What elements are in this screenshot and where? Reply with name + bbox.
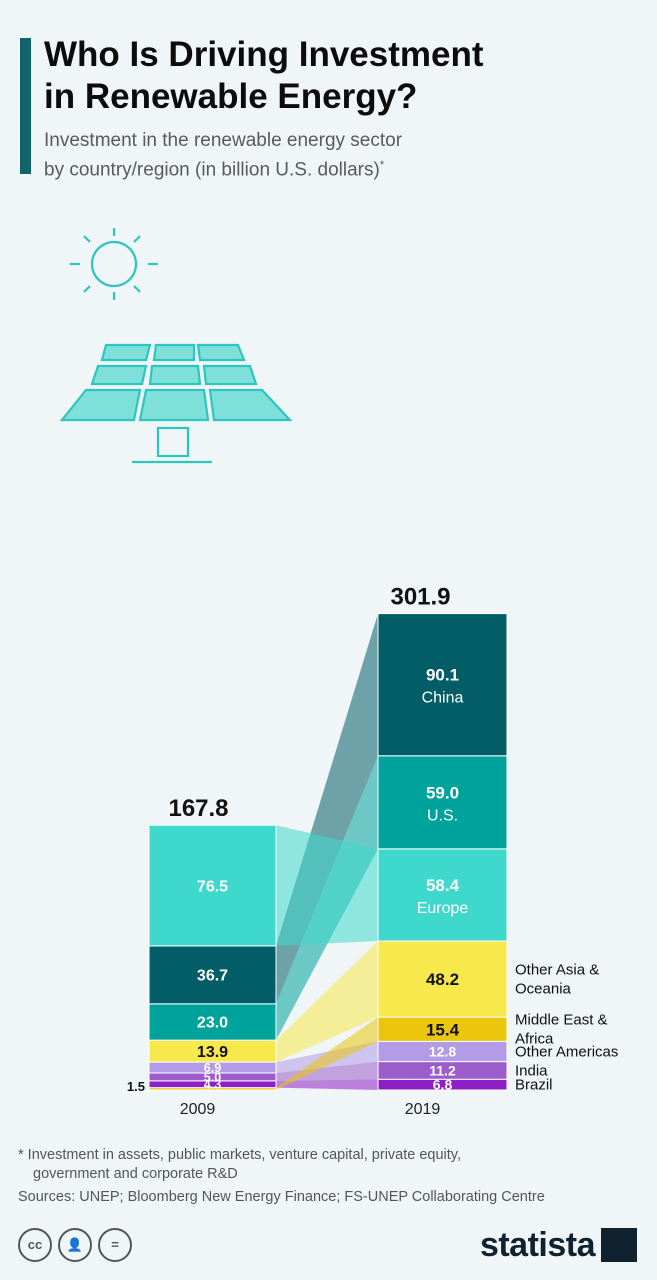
- side-label-brazil-0: Brazil: [515, 1077, 553, 1094]
- cc-icon[interactable]: cc: [18, 1228, 52, 1262]
- footnote-line-2: government and corporate R&D: [33, 1166, 238, 1182]
- total-label-2019: 301.9: [390, 584, 450, 611]
- side-label-other-asia-and-oceania-0: Other Asia &: [515, 962, 599, 979]
- subtitle-line-2-text: by country/region (in billion U.S. dolla…: [44, 159, 380, 181]
- footnote: * Investment in assets, public markets, …: [18, 1146, 638, 1184]
- side-label-middle-east-and-africa-1: Africa: [515, 1031, 554, 1048]
- value-label-2009-china: 36.7: [197, 968, 228, 985]
- value-label-2009-other-americas: 6.9: [204, 1061, 221, 1075]
- no-derivatives-icon[interactable]: =: [98, 1228, 132, 1262]
- bar-2009-china: [148, 945, 277, 1005]
- value-label-2019-other-asia-and-oceania: 48.2: [426, 970, 459, 989]
- footnote-marker: *: [379, 159, 385, 171]
- bar-2009-europe: [148, 824, 277, 947]
- bar-2009-u-s: [148, 1003, 277, 1041]
- value-label-2019-india: 11.2: [429, 1062, 456, 1078]
- title-accent-bar: [20, 38, 31, 174]
- title-line-1: Who Is Driving Investment: [44, 35, 484, 74]
- flow-band-middle-east-and-africa: [276, 1017, 378, 1090]
- bar-2019-middle-east-and-africa: [377, 1016, 508, 1042]
- side-label-other-asia-and-oceania-1: Oceania: [515, 981, 572, 998]
- solar-panel-icon: [59, 228, 293, 464]
- chart-labels: 1.5 4.35.06.913.9 23.0 36.7 76.5 6.811.2 12.8 1…: [127, 584, 618, 1118]
- value-label-2009-other-asia-and-oceania: 13.9: [197, 1044, 228, 1061]
- value-label-2019-u-s: 59.0: [426, 783, 459, 802]
- value-label-2009-middle-east-and-africa: 1.5: [127, 1079, 145, 1094]
- bar-2019-china: [377, 613, 508, 757]
- bars: [148, 613, 508, 1091]
- sources: Sources: UNEP; Bloomberg New Energy Fina…: [18, 1189, 545, 1205]
- bar-2019-other-asia-and-oceania: [377, 940, 508, 1018]
- subtitle-line-1: Investment in the renewable energy secto…: [44, 130, 403, 151]
- flow-band-brazil: [276, 1079, 378, 1090]
- value-label-2019-middle-east-and-africa: 15.4: [426, 1020, 460, 1039]
- chart-subtitle: Investment in the renewable energy secto…: [44, 128, 644, 182]
- category-label-2019-u-s: U.S.: [427, 807, 458, 824]
- category-label-2019-europe: Europe: [417, 900, 469, 917]
- title-line-2: in Renewable Energy?: [44, 77, 418, 116]
- side-label-india-0: India: [515, 1062, 548, 1079]
- statista-logo[interactable]: statista: [479, 1226, 596, 1264]
- value-label-2009-u-s: 23.0: [197, 1015, 228, 1032]
- license-icons: cc 👤 =: [18, 1228, 138, 1264]
- value-label-2009-europe: 76.5: [197, 878, 228, 895]
- footnote-line-1: * Investment in assets, public markets, …: [18, 1147, 461, 1163]
- bar-2019-u-s: [377, 755, 508, 850]
- flow-band-other-asia-and-oceania: [276, 941, 378, 1063]
- value-label-2009-brazil: 4.3: [204, 1078, 221, 1092]
- value-label-2019-china: 90.1: [426, 666, 459, 685]
- attribution-icon[interactable]: 👤: [58, 1228, 92, 1262]
- chart-title: Who Is Driving Investment in Renewable E…: [44, 34, 644, 118]
- x-tick-label-2019: 2019: [405, 1101, 441, 1118]
- side-label-other-americas-0: Other Americas: [515, 1043, 618, 1060]
- value-label-2009-india: 5.0: [204, 1070, 221, 1084]
- flow-band-europe: [276, 825, 378, 946]
- statista-logo-mark: [601, 1228, 637, 1262]
- value-label-2019-other-americas: 12.8: [429, 1044, 456, 1060]
- side-label-middle-east-and-africa-0: Middle East &: [515, 1012, 608, 1029]
- total-label-2009: 167.8: [168, 795, 228, 822]
- subtitle-line-2: by country/region (in billion U.S. dolla…: [44, 153, 644, 182]
- stacked-bar-chart: 1.5 4.35.06.913.9 23.0 36.7 76.5 6.811.2 12.8 1…: [59, 228, 618, 1118]
- x-tick-label-2009: 2009: [180, 1101, 216, 1118]
- value-label-2019-brazil: 6.8: [433, 1077, 453, 1093]
- bar-2019-europe: [377, 848, 508, 942]
- value-label-2019-europe: 58.4: [426, 876, 460, 895]
- category-label-2019-china: China: [422, 690, 464, 707]
- flow-bands: [276, 613, 378, 1090]
